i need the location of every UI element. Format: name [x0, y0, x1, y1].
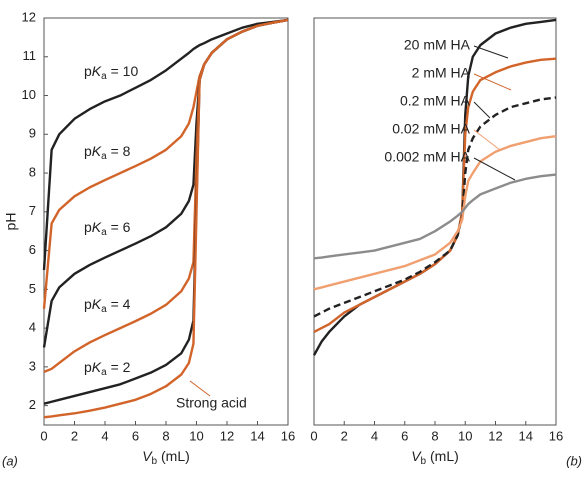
x-tick-label: 10 — [458, 428, 472, 443]
leader-line — [189, 380, 211, 397]
y-tick-label: 8 — [29, 164, 36, 179]
titration-curve — [313, 96, 557, 318]
series-label: 2 mM HA — [412, 65, 471, 81]
y-tick-label: 12 — [22, 9, 36, 24]
x-tick-label: 12 — [488, 428, 502, 443]
titration-curve — [43, 18, 289, 419]
x-tick-label: 2 — [71, 428, 78, 443]
titration-curve — [313, 173, 557, 260]
series-label: 0.002 mM HA — [384, 149, 470, 165]
x-tick-label: 4 — [101, 428, 108, 443]
x-tick-label: 14 — [519, 428, 533, 443]
x-tick-label: 4 — [371, 428, 378, 443]
series-label: pKa = 2 — [84, 359, 131, 378]
y-tick-label: 4 — [29, 320, 36, 335]
series-label: 0.02 mM HA — [392, 121, 470, 137]
x-tick-label: 0 — [310, 428, 317, 443]
titration-curve — [42, 18, 289, 271]
y-tick-label: 2 — [29, 397, 36, 412]
panel-label: (b) — [566, 453, 582, 468]
x-tick-label: 14 — [250, 428, 264, 443]
titration-curve — [43, 18, 289, 405]
titration-curve — [42, 18, 289, 309]
series-label: pKa = 4 — [84, 296, 131, 315]
titration-curve — [43, 18, 289, 374]
leader-line — [473, 45, 509, 59]
y-tick-label: 9 — [29, 126, 36, 141]
x-tick-label: 6 — [132, 428, 139, 443]
leader-line — [473, 101, 491, 119]
series-label: pKa = 8 — [84, 143, 131, 162]
titration-curve — [313, 135, 557, 291]
y-tick-label: 5 — [29, 281, 36, 296]
panel-label: (a) — [2, 453, 18, 468]
x-tick-label: 6 — [401, 428, 408, 443]
x-tick-label: 12 — [220, 428, 234, 443]
x-axis-label: Vb (mL) — [411, 448, 459, 467]
x-tick-label: 8 — [431, 428, 438, 443]
y-tick-label: 7 — [29, 203, 36, 218]
x-tick-label: 10 — [189, 428, 203, 443]
y-tick-label: 3 — [29, 358, 36, 373]
x-tick-label: 16 — [549, 428, 563, 443]
y-tick-label: 11 — [23, 48, 37, 63]
leader-line — [473, 129, 501, 151]
y-tick-label: 10 — [22, 87, 36, 102]
x-tick-label: 8 — [162, 428, 169, 443]
series-label: pKa = 6 — [84, 219, 131, 238]
series-label: 20 mM HA — [404, 37, 471, 53]
x-tick-label: 16 — [281, 428, 295, 443]
leader-line — [473, 157, 516, 181]
series-label: pKa = 10 — [84, 63, 138, 82]
leader-line — [473, 73, 512, 91]
x-tick-label: 2 — [341, 428, 348, 443]
series-label: 0.2 mM HA — [400, 93, 471, 109]
series-label: Strong acid — [176, 395, 247, 411]
y-axis-label: pH — [3, 213, 19, 231]
x-tick-label: 0 — [40, 428, 47, 443]
x-axis-label: Vb (mL) — [142, 448, 190, 467]
y-tick-label: 6 — [29, 242, 36, 257]
